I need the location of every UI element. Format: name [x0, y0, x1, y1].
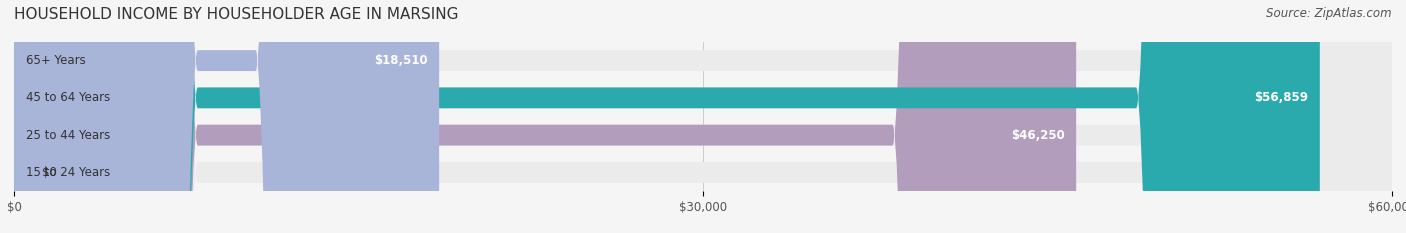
Text: $0: $0: [42, 166, 56, 179]
Text: 25 to 44 Years: 25 to 44 Years: [25, 129, 110, 142]
Text: Source: ZipAtlas.com: Source: ZipAtlas.com: [1267, 7, 1392, 20]
Text: HOUSEHOLD INCOME BY HOUSEHOLDER AGE IN MARSING: HOUSEHOLD INCOME BY HOUSEHOLDER AGE IN M…: [14, 7, 458, 22]
Text: $18,510: $18,510: [374, 54, 427, 67]
Text: $56,859: $56,859: [1254, 91, 1309, 104]
FancyBboxPatch shape: [14, 0, 439, 233]
FancyBboxPatch shape: [14, 0, 1392, 233]
Text: 65+ Years: 65+ Years: [25, 54, 86, 67]
Text: 15 to 24 Years: 15 to 24 Years: [25, 166, 110, 179]
FancyBboxPatch shape: [14, 0, 1076, 233]
FancyBboxPatch shape: [14, 0, 1392, 233]
Text: $46,250: $46,250: [1011, 129, 1064, 142]
FancyBboxPatch shape: [14, 0, 1392, 233]
FancyBboxPatch shape: [14, 0, 1320, 233]
FancyBboxPatch shape: [14, 0, 1392, 233]
Text: 45 to 64 Years: 45 to 64 Years: [25, 91, 110, 104]
